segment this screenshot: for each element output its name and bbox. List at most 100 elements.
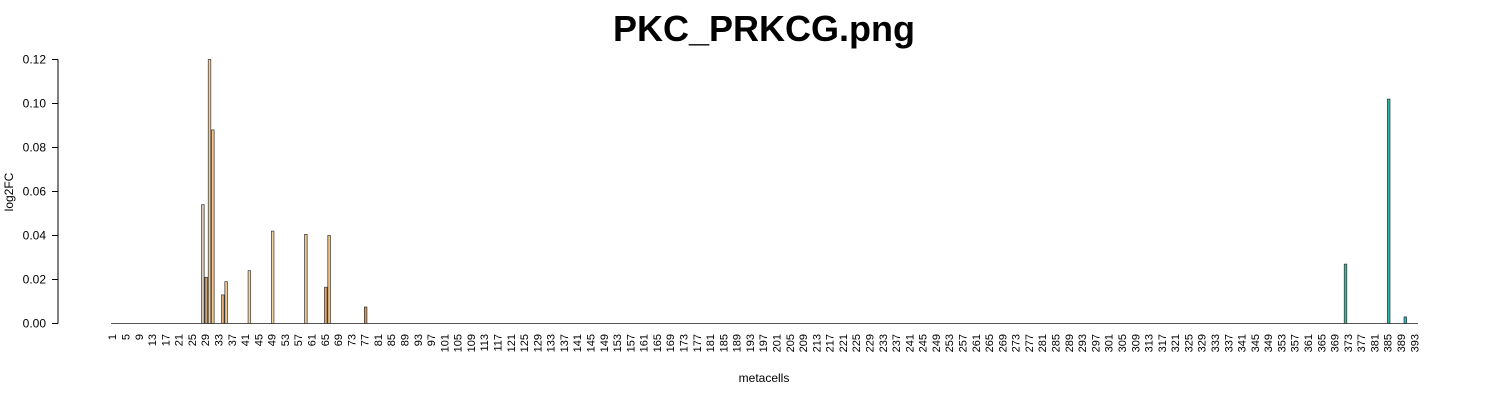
x-tick-label: 165 — [652, 334, 664, 352]
x-tick-label: 225 — [851, 334, 863, 352]
x-tick-label: 93 — [413, 334, 425, 346]
x-tick-label: 229 — [865, 334, 877, 352]
x-tick-label: 157 — [625, 334, 637, 352]
x-tick-label: 33 — [213, 334, 225, 346]
x-tick-label: 1 — [107, 334, 119, 340]
x-tick-label: 189 — [732, 334, 744, 352]
x-tick-label: 65 — [320, 334, 332, 346]
x-tick-label: 89 — [400, 334, 412, 346]
x-tick-label: 309 — [1130, 334, 1142, 352]
x-tick-label: 389 — [1396, 334, 1408, 352]
x-tick-label: 361 — [1303, 334, 1315, 352]
x-tick-label: 101 — [439, 334, 451, 352]
x-tick-label: 265 — [984, 334, 996, 352]
x-tick-label: 113 — [479, 334, 491, 352]
x-tick-label: 385 — [1383, 334, 1395, 352]
x-tick-label: 129 — [532, 334, 544, 352]
y-tick-label: 0.12 — [23, 53, 47, 67]
x-axis-label: metacells — [739, 371, 790, 385]
x-tick-label: 273 — [1011, 334, 1023, 352]
x-tick-label: 45 — [253, 334, 265, 346]
x-tick-label: 61 — [306, 334, 318, 346]
bar — [1403, 316, 1407, 324]
x-axis: 1 5 9 13 17 21 25 29 33 37 41 45 49 53 57 61 65 69 73 77 81 8… — [107, 323, 1421, 352]
chart-title: PKC_PRKCG.png — [612, 8, 915, 49]
x-tick-label: 37 — [227, 334, 239, 346]
x-tick-label: 181 — [705, 334, 717, 352]
x-tick-label: 185 — [718, 334, 730, 352]
x-tick-label: 5 — [120, 334, 132, 340]
x-tick-label: 293 — [1077, 334, 1089, 352]
y-tick-label: 0.04 — [23, 229, 47, 243]
x-tick-label: 25 — [187, 334, 199, 346]
x-tick-label: 125 — [519, 334, 531, 352]
x-tick-label: 201 — [772, 334, 784, 352]
x-tick-label: 281 — [1037, 334, 1049, 352]
x-tick-label: 305 — [1117, 334, 1129, 352]
x-tick-label: 57 — [293, 334, 305, 346]
x-tick-label: 285 — [1051, 334, 1063, 352]
x-tick-label: 333 — [1210, 334, 1222, 352]
x-tick-label: 277 — [1024, 334, 1036, 352]
x-tick-label: 369 — [1330, 334, 1342, 352]
x-tick-label: 237 — [891, 334, 903, 352]
bar — [201, 204, 205, 324]
x-tick-label: 169 — [665, 334, 677, 352]
bar — [304, 234, 308, 324]
x-tick-label: 21 — [174, 334, 186, 346]
x-tick-label: 77 — [360, 334, 372, 346]
bar — [224, 281, 228, 324]
bar — [324, 286, 328, 324]
x-tick-label: 313 — [1144, 334, 1156, 352]
bar — [204, 276, 208, 324]
x-tick-label: 85 — [386, 334, 398, 346]
x-tick-label: 105 — [453, 334, 465, 352]
x-tick-label: 377 — [1356, 334, 1368, 352]
x-tick-label: 341 — [1237, 334, 1249, 352]
x-tick-label: 41 — [240, 334, 252, 346]
x-tick-label: 321 — [1170, 334, 1182, 352]
x-tick-label: 13 — [147, 334, 159, 346]
x-tick-label: 149 — [599, 334, 611, 352]
x-tick-label: 221 — [838, 334, 850, 352]
x-tick-label: 257 — [958, 334, 970, 352]
x-tick-label: 317 — [1157, 334, 1169, 352]
x-tick-label: 141 — [572, 334, 584, 352]
x-tick-label: 329 — [1197, 334, 1209, 352]
x-tick-label: 153 — [612, 334, 624, 352]
bar — [207, 59, 212, 324]
x-tick-label: 253 — [944, 334, 956, 352]
x-tick-label: 241 — [904, 334, 916, 352]
x-tick-label: 249 — [931, 334, 943, 352]
y-tick-label: 0.02 — [23, 273, 47, 287]
x-tick-label: 137 — [559, 334, 571, 352]
x-tick-label: 381 — [1369, 334, 1381, 352]
x-tick-label: 193 — [745, 334, 757, 352]
x-tick-label: 97 — [426, 334, 438, 346]
x-tick-label: 233 — [878, 334, 890, 352]
y-tick-label: 0.06 — [23, 185, 47, 199]
x-tick-label: 289 — [1064, 334, 1076, 352]
x-tick-label: 69 — [333, 334, 345, 346]
x-tick-label: 121 — [506, 334, 518, 352]
y-tick-label: 0.08 — [23, 141, 47, 155]
y-axis-label: log2FC — [2, 172, 16, 211]
x-tick-label: 133 — [546, 334, 558, 352]
bar — [1387, 98, 1391, 324]
x-tick-label: 205 — [785, 334, 797, 352]
bar — [270, 230, 275, 324]
x-tick-label: 261 — [971, 334, 983, 352]
x-tick-label: 393 — [1409, 334, 1421, 352]
x-tick-label: 353 — [1276, 334, 1288, 352]
x-tick-label: 9 — [134, 334, 146, 340]
bar — [1343, 263, 1348, 324]
x-tick-label: 81 — [373, 334, 385, 346]
x-tick-label: 245 — [918, 334, 930, 352]
x-tick-label: 365 — [1316, 334, 1328, 352]
x-tick-label: 49 — [267, 334, 279, 346]
bar — [363, 306, 368, 324]
x-tick-label: 217 — [825, 334, 837, 352]
x-tick-label: 337 — [1223, 334, 1235, 352]
x-tick-label: 357 — [1290, 334, 1302, 352]
